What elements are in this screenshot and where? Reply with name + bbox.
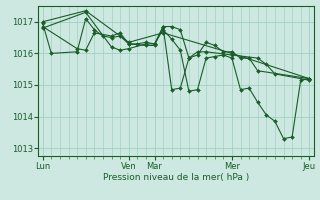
X-axis label: Pression niveau de la mer( hPa ): Pression niveau de la mer( hPa )	[103, 173, 249, 182]
